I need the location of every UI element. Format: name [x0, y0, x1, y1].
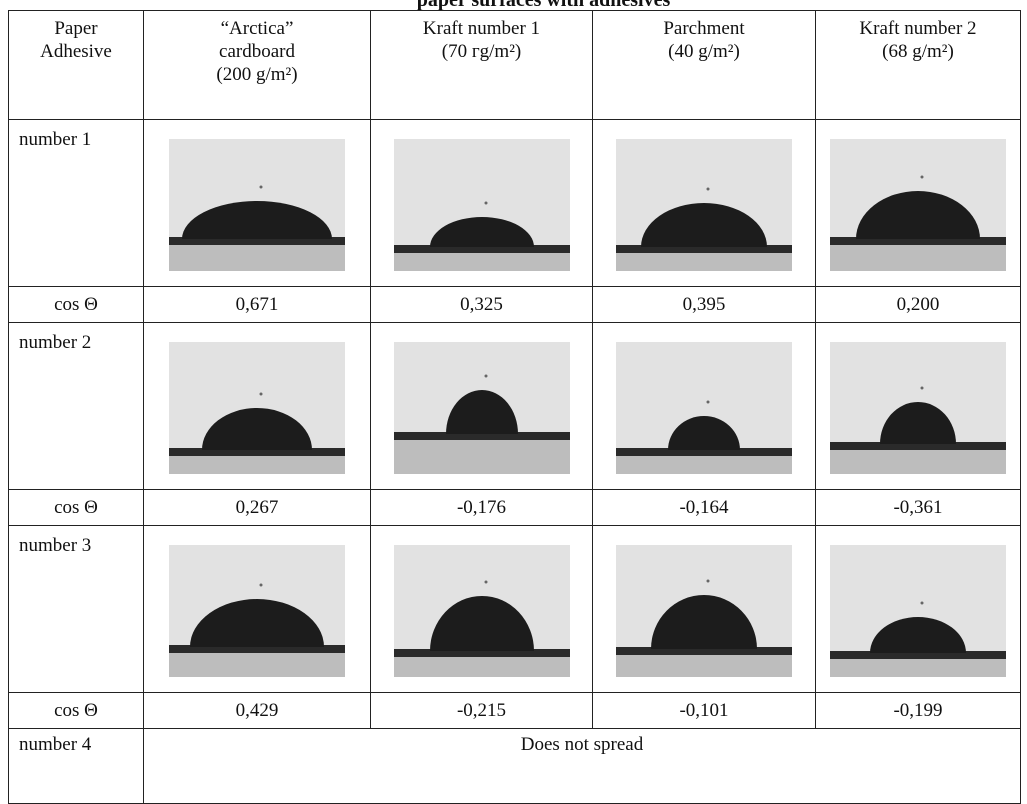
cell-text: -0,164	[593, 496, 815, 519]
drop-photo	[394, 342, 570, 474]
cos-cell: 0,200	[816, 287, 1021, 323]
cell-text: 0,325	[371, 293, 592, 316]
cell-text: -0,176	[371, 496, 592, 519]
note-cell: Does not spread	[144, 729, 1021, 804]
header-cell: Kraft number 1(70 гg/m²)	[371, 11, 593, 120]
cos-cell: 0,395	[593, 287, 816, 323]
image-cell	[593, 120, 816, 287]
cos-cell: 0,325	[371, 287, 593, 323]
cell-text: Kraft number 1	[371, 17, 592, 40]
cell-text: number 4	[19, 733, 143, 756]
drop-photo	[394, 545, 570, 677]
cell-text: cos Θ	[9, 496, 143, 519]
cos-label-cell: cos Θ	[9, 490, 144, 526]
cos-cell: 0,429	[144, 693, 371, 729]
cell-text: (200 g/m²)	[144, 63, 370, 86]
cos-label-cell: cos Θ	[9, 287, 144, 323]
cell-text: Kraft number 2	[816, 17, 1020, 40]
drop-photo	[616, 342, 792, 474]
adhesive-cell: number 1	[9, 120, 144, 287]
image-cell	[816, 323, 1021, 490]
cell-text: -0,101	[593, 699, 815, 722]
cell-text: Parchment	[593, 17, 815, 40]
cell-text: cos Θ	[9, 293, 143, 316]
drop-photo	[830, 342, 1006, 474]
cos-cell: -0,164	[593, 490, 816, 526]
cell-text: Does not spread	[144, 733, 1020, 756]
drop-photo	[616, 545, 792, 677]
drop-photo	[830, 139, 1006, 271]
cell-text: cardboard	[144, 40, 370, 63]
image-cell	[144, 323, 371, 490]
adhesive-cell: number 2	[9, 323, 144, 490]
drop-photo	[169, 139, 345, 271]
cos-cell: -0,101	[593, 693, 816, 729]
drop-photo	[169, 545, 345, 677]
cos-cell: -0,361	[816, 490, 1021, 526]
cell-text: -0,215	[371, 699, 592, 722]
header-cell: Kraft number 2(68 g/m²)	[816, 11, 1021, 120]
image-cell	[816, 526, 1021, 693]
cos-cell: 0,267	[144, 490, 371, 526]
image-cell	[144, 120, 371, 287]
cell-text: cos Θ	[9, 699, 143, 722]
cell-text: Adhesive	[9, 40, 143, 63]
cell-text: 0,267	[144, 496, 370, 519]
image-cell	[593, 323, 816, 490]
cell-text: 0,395	[593, 293, 815, 316]
cell-text: -0,361	[816, 496, 1020, 519]
drop-photo	[616, 139, 792, 271]
image-cell	[593, 526, 816, 693]
header-cell: Parchment(40 g/m²)	[593, 11, 816, 120]
cos-cell: -0,199	[816, 693, 1021, 729]
cos-cell: -0,176	[371, 490, 593, 526]
image-cell	[816, 120, 1021, 287]
cell-text: (40 g/m²)	[593, 40, 815, 63]
cos-cell: 0,671	[144, 287, 371, 323]
drop-photo	[169, 342, 345, 474]
cell-text: 0,200	[816, 293, 1020, 316]
adhesive-cell: number 4	[9, 729, 144, 804]
image-cell	[371, 120, 593, 287]
drop-photo	[830, 545, 1006, 677]
cell-text: (68 g/m²)	[816, 40, 1020, 63]
header-cell: “Arctica”cardboard(200 g/m²)	[144, 11, 371, 120]
image-cell	[371, 323, 593, 490]
cell-text: Paper	[9, 17, 143, 40]
cos-cell: -0,215	[371, 693, 593, 729]
cell-text: 0,671	[144, 293, 370, 316]
image-row: number 1	[9, 120, 1021, 287]
cell-text: 0,429	[144, 699, 370, 722]
cell-text: number 1	[19, 128, 143, 151]
cell-text: number 2	[19, 331, 143, 354]
image-row: number 2	[9, 323, 1021, 490]
cell-text: (70 гg/m²)	[371, 40, 592, 63]
cell-text: number 3	[19, 534, 143, 557]
cell-text: “Arctica”	[144, 17, 370, 40]
image-cell	[144, 526, 371, 693]
drop-photo	[394, 139, 570, 271]
cos-label-cell: cos Θ	[9, 693, 144, 729]
image-row: number 3	[9, 526, 1021, 693]
cell-text: -0,199	[816, 699, 1020, 722]
adhesive-cell: number 3	[9, 526, 144, 693]
image-cell	[371, 526, 593, 693]
